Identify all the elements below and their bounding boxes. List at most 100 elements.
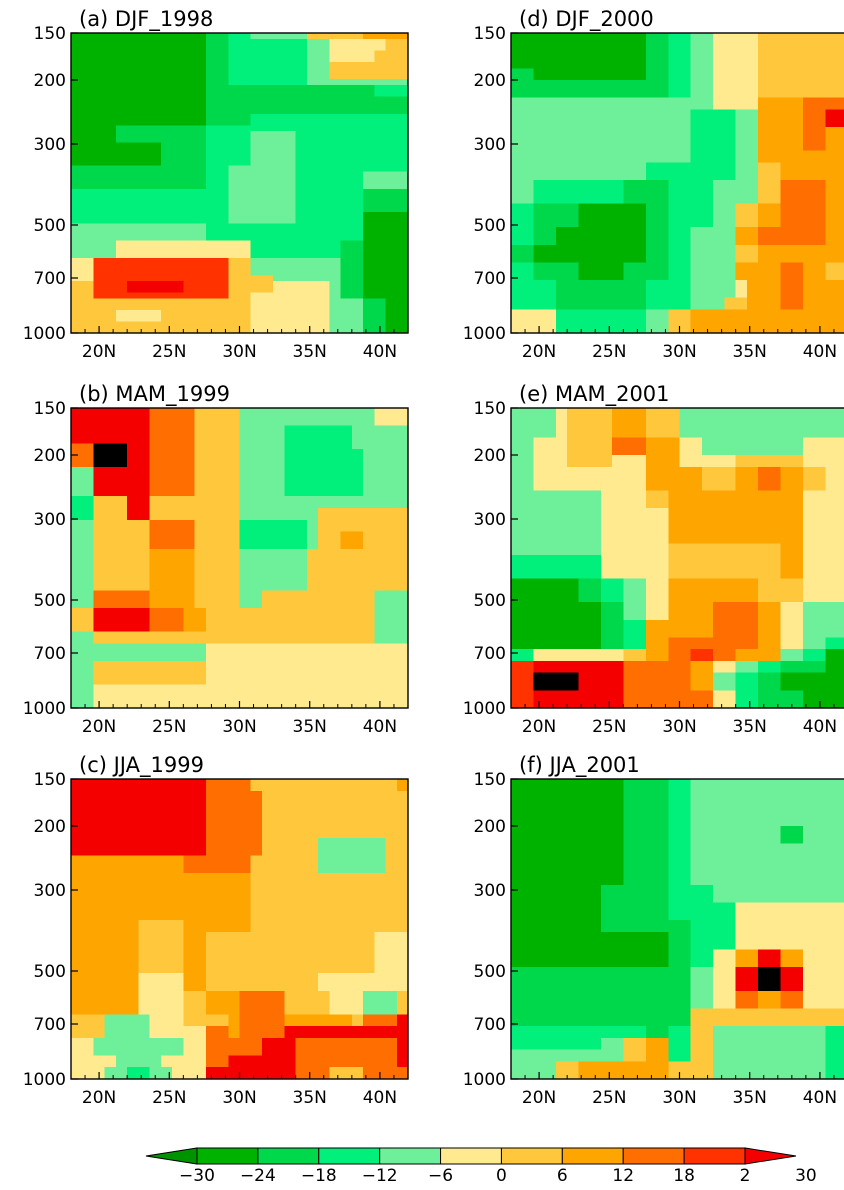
- heatmap-cell: [82, 1055, 95, 1062]
- heatmap-cell: [183, 321, 196, 328]
- heatmap-cell: [239, 298, 252, 305]
- heatmap-cell: [273, 1008, 286, 1015]
- heatmap-cell: [127, 896, 139, 904]
- heatmap-cell: [149, 955, 162, 962]
- heatmap-cell: [172, 949, 184, 957]
- heatmap-cell: [138, 843, 151, 851]
- heatmap-cell: [351, 1055, 364, 1062]
- heatmap-cell: [306, 455, 319, 462]
- heatmap-cell: [261, 281, 274, 288]
- heatmap-cell: [228, 466, 241, 474]
- heatmap-cell: [138, 200, 151, 207]
- heatmap-cell: [351, 56, 364, 63]
- heatmap-cell: [746, 50, 759, 58]
- heatmap-cell: [385, 183, 398, 190]
- heatmap-cell: [115, 996, 128, 1004]
- heatmap-cell: [363, 808, 375, 815]
- heatmap-cell: [329, 908, 342, 915]
- heatmap-cell: [239, 50, 252, 57]
- heatmap-cell: [205, 684, 218, 691]
- y-tick-label: 700: [34, 269, 66, 289]
- heatmap-cell: [340, 926, 353, 933]
- heatmap-cell: [104, 1049, 117, 1057]
- heatmap-cell: [351, 613, 364, 621]
- heatmap-cell: [138, 660, 151, 668]
- heatmap-cell: [701, 74, 714, 81]
- y-tick-label: 200: [34, 71, 66, 91]
- heatmap-cell: [306, 831, 319, 839]
- heatmap-cell: [329, 188, 342, 196]
- heatmap-cell: [172, 188, 184, 196]
- heatmap-cell: [149, 1031, 162, 1039]
- heatmap-cell: [194, 879, 207, 886]
- heatmap-cell: [273, 666, 286, 674]
- heatmap-cell: [217, 979, 229, 986]
- heatmap-cell: [340, 286, 353, 294]
- heatmap-cell: [228, 984, 241, 992]
- heatmap-cell: [138, 884, 151, 892]
- heatmap-cell: [160, 443, 173, 450]
- heatmap-cell: [71, 908, 83, 915]
- heatmap-cell: [351, 672, 364, 680]
- heatmap-cell: [228, 258, 241, 265]
- heatmap-cell: [340, 484, 353, 491]
- heatmap-cell: [306, 188, 319, 196]
- heatmap-cell: [814, 68, 827, 75]
- heatmap-cell: [138, 211, 151, 219]
- heatmap-cell: [115, 519, 128, 527]
- heatmap-cell: [250, 1073, 263, 1080]
- heatmap-cell: [385, 269, 398, 276]
- heatmap-cell: [351, 1014, 364, 1021]
- heatmap-cell: [172, 298, 184, 305]
- heatmap-cell: [160, 814, 173, 821]
- heatmap-cell: [149, 973, 162, 980]
- heatmap-cell: [149, 165, 162, 173]
- heatmap-cell: [217, 896, 229, 904]
- heatmap-cell: [82, 973, 95, 980]
- heatmap-cell: [363, 455, 375, 462]
- heatmap-cell: [374, 926, 387, 933]
- heatmap-cell: [149, 1061, 162, 1068]
- heatmap-cell: [160, 425, 173, 433]
- heatmap-cell: [183, 84, 196, 92]
- heatmap-cell: [396, 943, 409, 951]
- heatmap-cell: [127, 790, 139, 798]
- heatmap-cell: [396, 177, 409, 184]
- heatmap-cell: [93, 660, 106, 668]
- heatmap-cell: [306, 177, 319, 184]
- heatmap-cell: [385, 873, 398, 880]
- heatmap-cell: [340, 619, 353, 627]
- heatmap-cell: [261, 460, 274, 468]
- heatmap-cell: [318, 211, 330, 219]
- heatmap-cell: [351, 649, 364, 656]
- heatmap-cell: [645, 74, 658, 81]
- x-tick-label: 30N: [222, 342, 256, 362]
- heatmap-cell: [205, 304, 218, 311]
- heatmap-cell: [385, 631, 398, 639]
- heatmap-cell: [273, 321, 286, 328]
- panel-title: (b) MAM_1999: [79, 382, 230, 407]
- heatmap-cell: [217, 873, 229, 880]
- heatmap-cell: [217, 508, 229, 515]
- heatmap-cell: [217, 672, 229, 680]
- heatmap-cell: [228, 419, 241, 427]
- heatmap-cell: [295, 826, 308, 833]
- heatmap-cell: [836, 50, 844, 58]
- heatmap-cell: [396, 884, 409, 892]
- heatmap-cell: [149, 455, 162, 462]
- heatmap-cell: [160, 125, 173, 132]
- heatmap-cell: [385, 696, 398, 703]
- heatmap-cell: [71, 619, 83, 627]
- heatmap-cell: [261, 1031, 274, 1039]
- heatmap-cell: [306, 223, 319, 230]
- heatmap-cell: [228, 649, 241, 656]
- heatmap-cell: [228, 884, 241, 892]
- heatmap-cell: [239, 188, 252, 196]
- heatmap-cell: [385, 165, 398, 173]
- heatmap-cell: [71, 413, 83, 421]
- heatmap-cell: [228, 1037, 241, 1045]
- heatmap-cell: [284, 831, 297, 839]
- heatmap-cell: [239, 666, 252, 674]
- heatmap-cell: [329, 949, 342, 957]
- heatmap-cell: [374, 1037, 387, 1045]
